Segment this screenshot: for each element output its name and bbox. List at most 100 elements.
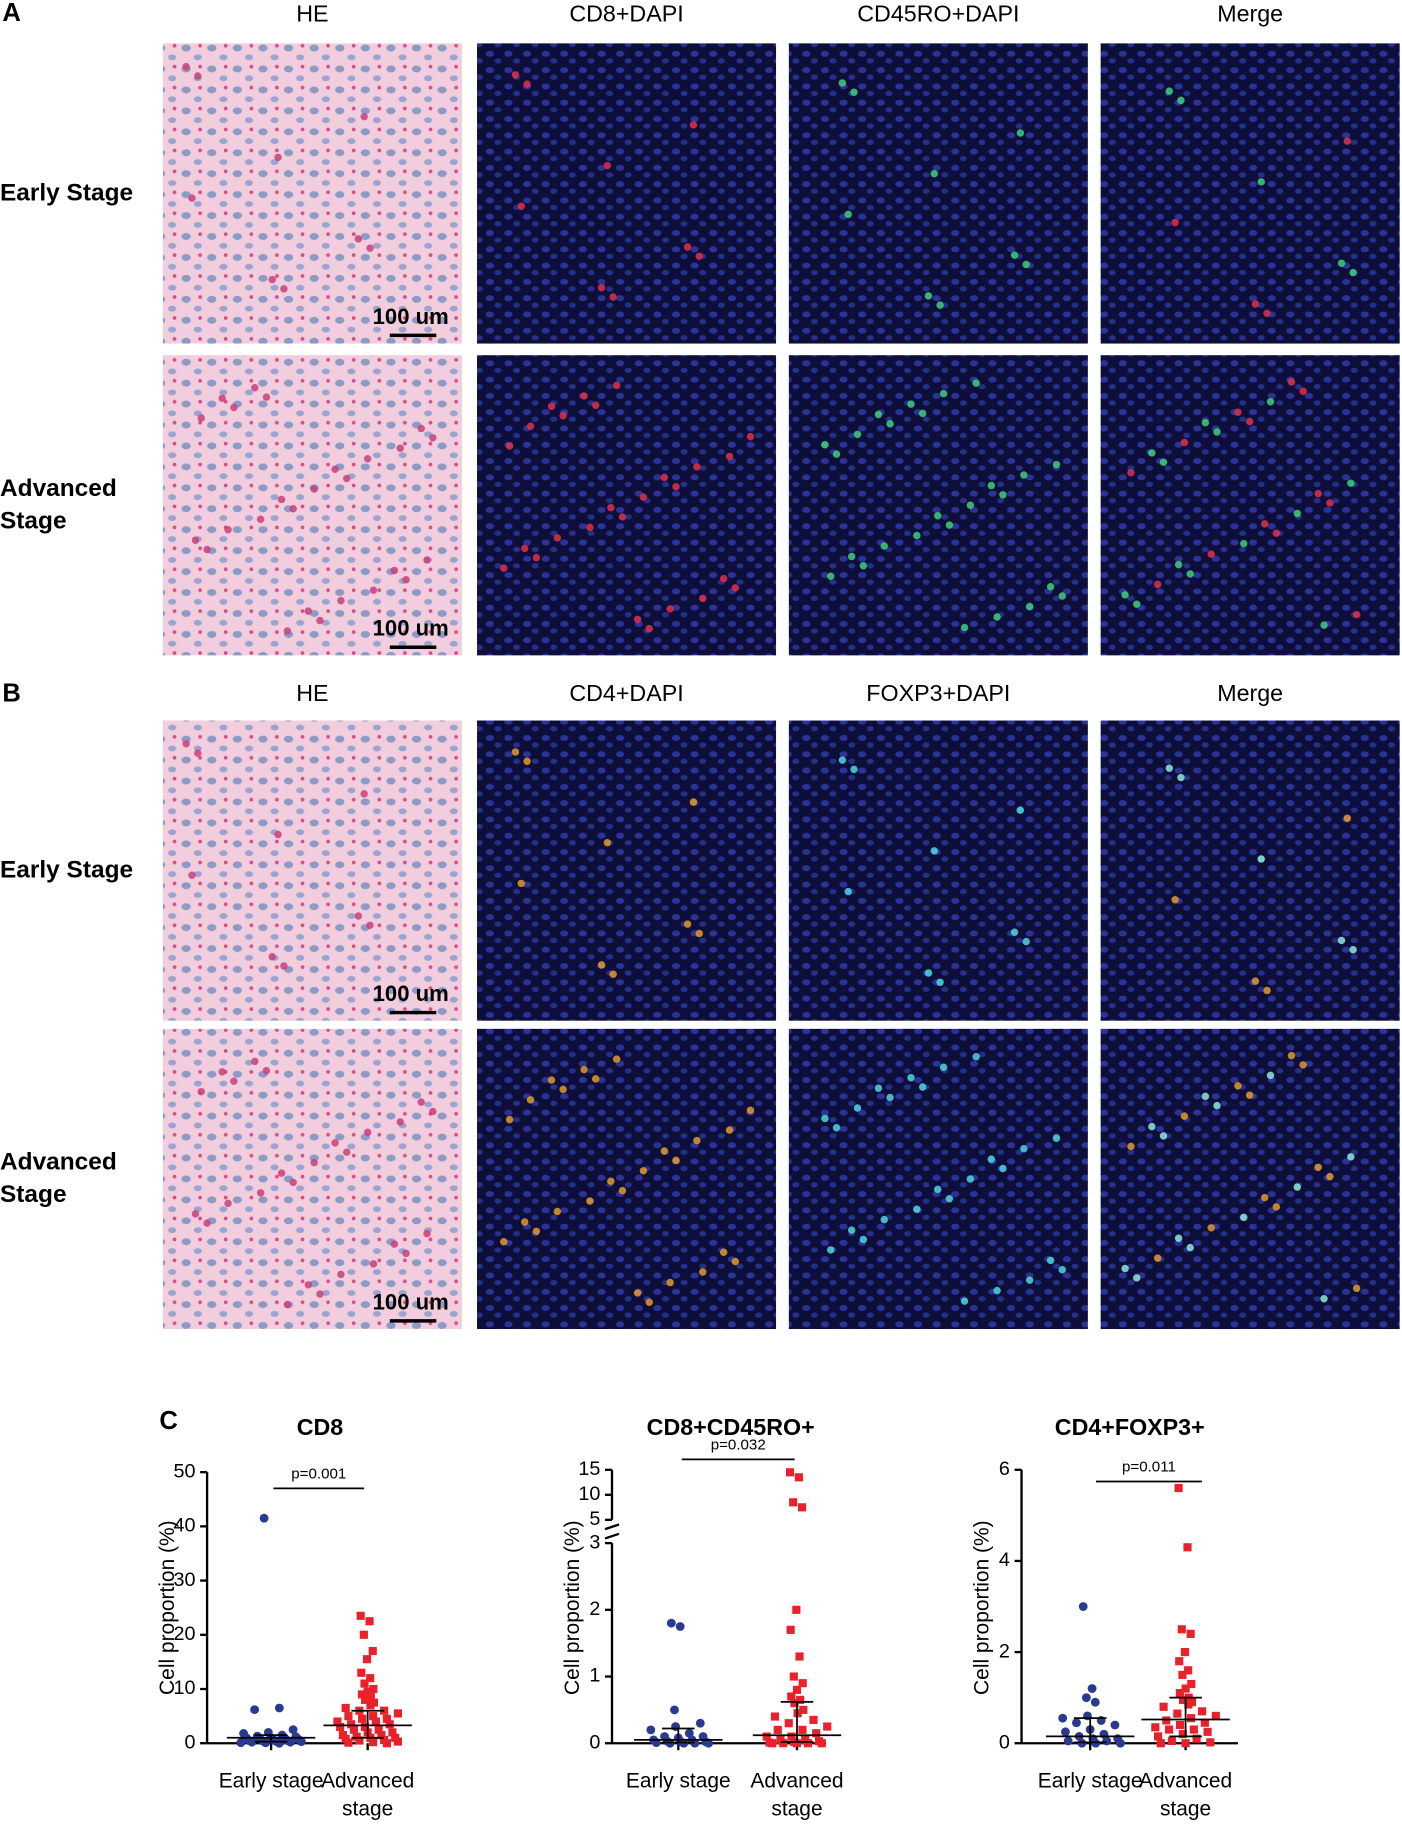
data-point xyxy=(1177,1625,1186,1634)
stained-cell xyxy=(936,301,944,309)
data-point xyxy=(355,1736,364,1745)
stained-cell xyxy=(639,493,648,501)
stained-cell xyxy=(1020,471,1028,479)
stained-cell xyxy=(1251,977,1260,985)
stained-cell xyxy=(999,491,1007,499)
stained-cell xyxy=(874,410,883,419)
data-point xyxy=(646,1725,656,1735)
data-point xyxy=(359,1630,368,1639)
stained-cell xyxy=(645,1298,653,1306)
column-header: FOXP3+DAPI xyxy=(866,680,1010,706)
fluorescence-image xyxy=(477,1028,777,1330)
stained-cell xyxy=(1245,1091,1254,1099)
stained-cell xyxy=(1010,928,1019,937)
x-tick-label: Advanced stage xyxy=(321,1768,415,1821)
stained-cell xyxy=(526,422,535,430)
data-point xyxy=(371,1717,380,1726)
data-point xyxy=(1187,1714,1196,1723)
data-point xyxy=(1198,1707,1207,1716)
stained-cell xyxy=(1240,1213,1248,1222)
stained-cell xyxy=(918,1083,927,1091)
data-point xyxy=(1110,1720,1120,1730)
stained-cell xyxy=(203,545,211,554)
y-tick-label: 4 xyxy=(999,1549,1010,1571)
stained-cell xyxy=(999,1164,1007,1173)
stained-cell xyxy=(1257,855,1265,863)
data-point xyxy=(1184,1700,1193,1709)
fluorescence-image xyxy=(477,43,777,344)
data-point xyxy=(259,1513,269,1523)
stained-cell xyxy=(274,153,282,162)
data-point xyxy=(1159,1702,1168,1711)
stained-cell xyxy=(618,513,627,521)
data-point xyxy=(1189,1725,1198,1734)
stained-cell xyxy=(936,978,944,987)
stained-cell xyxy=(1052,1134,1061,1142)
stained-cell xyxy=(191,1210,200,1218)
data-point xyxy=(374,1725,383,1734)
stained-cell xyxy=(827,572,835,580)
stained-cell xyxy=(203,1219,211,1227)
data-point xyxy=(1176,1720,1185,1730)
stained-cell xyxy=(1127,1142,1135,1151)
stained-cell xyxy=(304,607,313,615)
stained-cell xyxy=(268,952,276,961)
stained-cell xyxy=(1186,570,1194,578)
he-image xyxy=(162,43,462,344)
fluorescence-image xyxy=(1100,1028,1400,1330)
fluorescence-image xyxy=(1100,720,1400,1021)
he-image xyxy=(162,1028,462,1330)
stained-cell xyxy=(672,482,680,491)
data-point xyxy=(356,1611,365,1620)
stained-cell xyxy=(597,283,606,292)
stained-cell xyxy=(918,409,927,418)
stained-cell xyxy=(197,1087,206,1096)
stained-cell xyxy=(1148,1122,1156,1131)
y-tick-label: 1 xyxy=(589,1665,600,1687)
stained-cell xyxy=(1165,87,1174,95)
stained-cell xyxy=(1347,479,1355,487)
stained-cell xyxy=(987,481,996,490)
data-point xyxy=(385,1720,394,1729)
data-point xyxy=(1181,1739,1190,1748)
data-point xyxy=(357,1668,366,1677)
stained-cell xyxy=(390,1240,399,1248)
stained-cell xyxy=(553,1207,562,1216)
stained-cell xyxy=(1320,1295,1328,1303)
stained-cell xyxy=(1180,1112,1189,1120)
stained-cell xyxy=(1343,137,1352,145)
stained-cell xyxy=(283,627,292,635)
stained-cell xyxy=(924,292,933,300)
data-point xyxy=(382,1714,391,1723)
data-point xyxy=(770,1712,780,1721)
stained-cell xyxy=(1148,449,1156,457)
stained-cell xyxy=(934,512,942,520)
data-point xyxy=(1178,1695,1188,1705)
stained-cell xyxy=(725,1126,734,1134)
data-point xyxy=(1180,1648,1190,1657)
stained-cell xyxy=(1046,1256,1055,1265)
stained-cell xyxy=(699,594,707,603)
stained-cell xyxy=(342,474,351,483)
stained-cell xyxy=(591,401,600,409)
x-tick-label-box: Early stage xyxy=(1038,1769,1143,1792)
stained-cell xyxy=(683,243,692,251)
data-point xyxy=(362,1655,372,1664)
data-point xyxy=(1091,1738,1101,1748)
y-axis-label: Cell proportion (%) xyxy=(156,1520,179,1695)
stained-cell xyxy=(390,566,399,575)
stained-cell xyxy=(847,1226,856,1234)
row-label-box: Advanced Stage xyxy=(0,1149,117,1208)
stained-cell xyxy=(521,544,529,553)
x-tick-label: Advanced stage xyxy=(1139,1768,1233,1821)
stained-cell xyxy=(337,596,345,605)
data-point xyxy=(349,1725,358,1734)
stained-cell xyxy=(532,553,541,562)
stained-cell xyxy=(880,1215,888,1224)
column-header: HE xyxy=(296,1,328,27)
y-axis-label: Cell proportion (%) xyxy=(561,1520,584,1695)
stained-cell xyxy=(689,121,698,129)
stained-cell xyxy=(838,756,847,764)
stained-cell xyxy=(612,1055,621,1063)
stained-cell xyxy=(547,402,556,411)
